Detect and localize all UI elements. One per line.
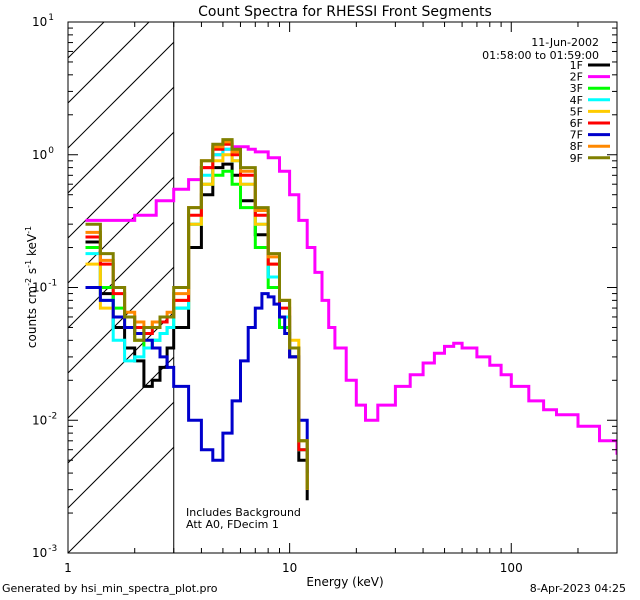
legend-label-3F: 3F	[570, 82, 583, 95]
legend-label-7F: 7F	[570, 129, 583, 142]
y-tick-label: 10-2	[32, 411, 57, 427]
series-lines	[85, 138, 617, 501]
legend-label-8F: 8F	[570, 140, 583, 153]
axis-ticks	[67, 22, 618, 554]
hatch-line	[68, 401, 175, 509]
legend-label-6F: 6F	[570, 117, 583, 130]
hatched-region	[68, 0, 175, 553]
hatch-line	[68, 356, 175, 464]
annotation-background: Includes Background	[186, 506, 301, 519]
footer-timestamp: 8-Apr-2023 04:25	[529, 582, 626, 595]
hatch-line	[68, 176, 175, 284]
hatch-line	[68, 446, 175, 553]
hatch-line	[68, 311, 175, 419]
time-range-label: 01:58:00 to 01:59:00	[482, 49, 599, 62]
legend-label-5F: 5F	[570, 105, 583, 118]
series-line-4F	[85, 147, 309, 490]
chart-title: Count Spectra for RHESSI Front Segments	[198, 4, 492, 20]
legend-label-4F: 4F	[570, 94, 583, 107]
hatch-line	[68, 41, 175, 149]
x-tick-labels: 1 10 100	[64, 561, 523, 575]
hatch-line	[68, 266, 175, 374]
x-tick-label: 100	[500, 561, 523, 575]
y-tick-label: 100	[32, 146, 54, 162]
series-line-9F	[85, 138, 309, 490]
plot-frame	[67, 21, 618, 554]
legend-label-9F: 9F	[570, 152, 583, 165]
y-tick-label: 101	[32, 13, 54, 29]
date-label: 11-Jun-2002	[531, 36, 599, 49]
footer-generated-by: Generated by hsi_min_spectra_plot.pro	[2, 582, 218, 595]
y-axis-label: counts cm-2 s-1 keV-1	[24, 226, 39, 348]
legend-label-2F: 2F	[570, 71, 583, 84]
annotation-attenuator: Att A0, FDecim 1	[186, 518, 279, 531]
x-tick-label: 10	[282, 561, 297, 575]
x-axis-label: Energy (keV)	[306, 575, 383, 589]
hatch-line	[68, 0, 174, 13]
hatch-line	[68, 131, 175, 239]
series-line-7F	[85, 286, 309, 474]
series-line-2F	[85, 145, 617, 455]
hatch-line	[68, 221, 175, 329]
y-tick-label: 10-3	[32, 544, 57, 560]
hatch-line	[68, 86, 175, 194]
hatch-line	[68, 22, 150, 104]
hatch-line	[68, 22, 105, 59]
legend-label-1F: 1F	[570, 59, 583, 72]
x-tick-label: 1	[64, 561, 72, 575]
